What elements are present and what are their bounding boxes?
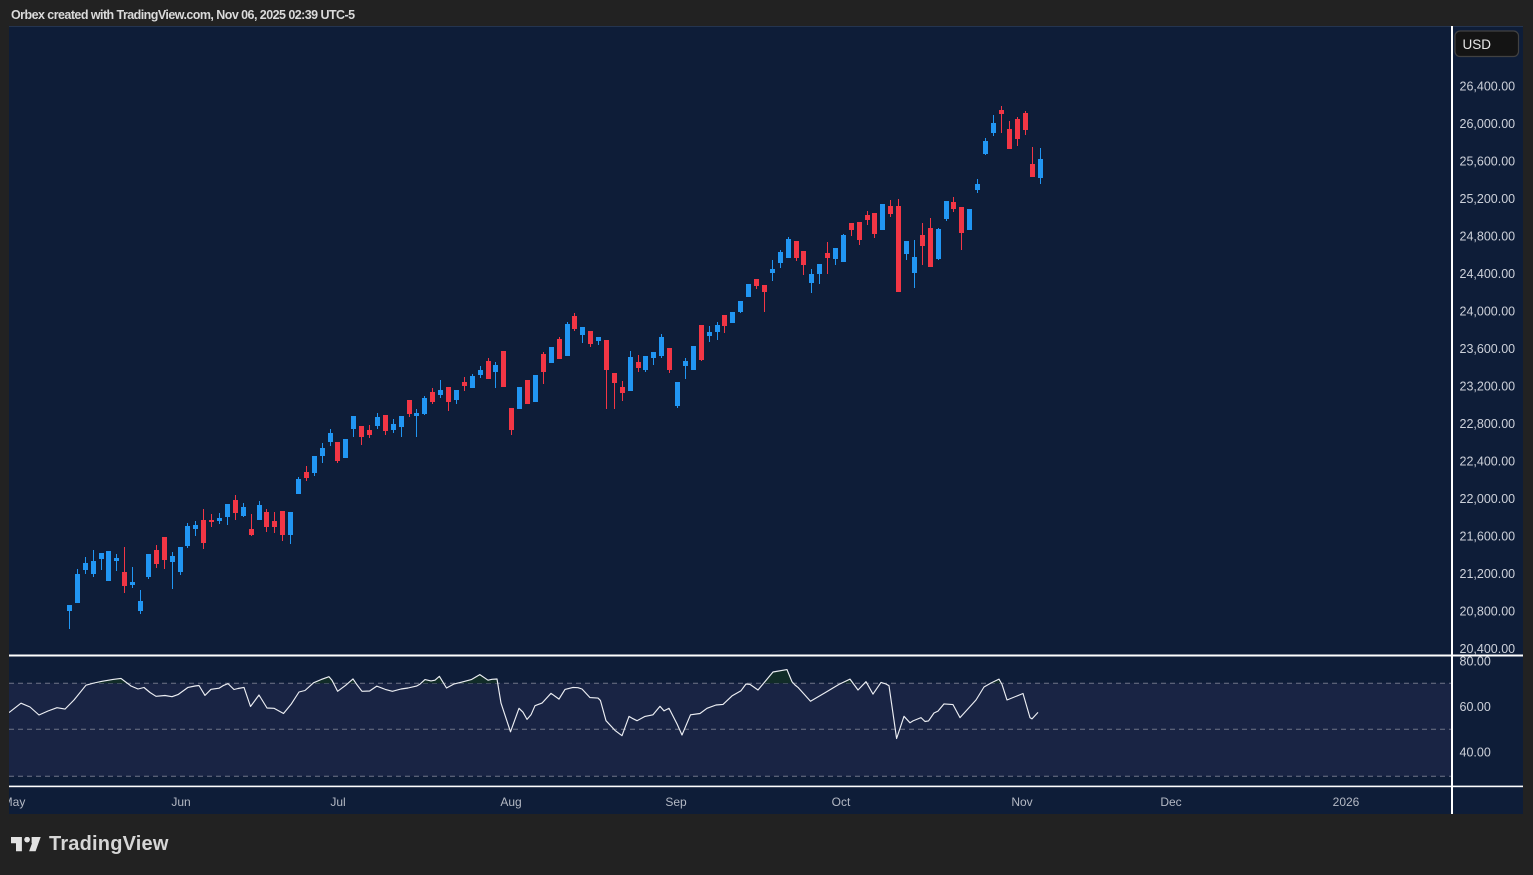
svg-text:24,000.00: 24,000.00 [1460,304,1516,318]
svg-text:25,200.00: 25,200.00 [1460,192,1516,206]
svg-text:2026: 2026 [1333,795,1360,809]
svg-text:22,400.00: 22,400.00 [1460,454,1516,468]
svg-text:26,000.00: 26,000.00 [1460,117,1516,131]
svg-text:80.00: 80.00 [1460,654,1491,668]
svg-text:20,400.00: 20,400.00 [1460,642,1516,656]
svg-text:Nov: Nov [1011,795,1032,809]
svg-text:Dec: Dec [1160,795,1181,809]
svg-text:20,800.00: 20,800.00 [1460,604,1516,618]
svg-text:USD: USD [1463,37,1492,52]
svg-text:22,800.00: 22,800.00 [1460,417,1516,431]
svg-text:21,200.00: 21,200.00 [1460,567,1516,581]
svg-text:24,800.00: 24,800.00 [1460,229,1516,243]
svg-text:Aug: Aug [500,795,521,809]
svg-text:24,400.00: 24,400.00 [1460,267,1516,281]
svg-text:Sep: Sep [665,795,687,809]
svg-text:May: May [9,795,25,809]
svg-text:23,200.00: 23,200.00 [1460,379,1516,393]
svg-text:40.00: 40.00 [1460,745,1491,759]
svg-text:22,000.00: 22,000.00 [1460,492,1516,506]
svg-text:Jul: Jul [330,795,345,809]
svg-text:Oct: Oct [832,795,851,809]
svg-text:Jun: Jun [171,795,190,809]
svg-text:23,600.00: 23,600.00 [1460,342,1516,356]
svg-text:25,600.00: 25,600.00 [1460,154,1516,168]
svg-text:60.00: 60.00 [1460,700,1491,714]
svg-text:21,600.00: 21,600.00 [1460,529,1516,543]
svg-text:26,400.00: 26,400.00 [1460,79,1516,93]
